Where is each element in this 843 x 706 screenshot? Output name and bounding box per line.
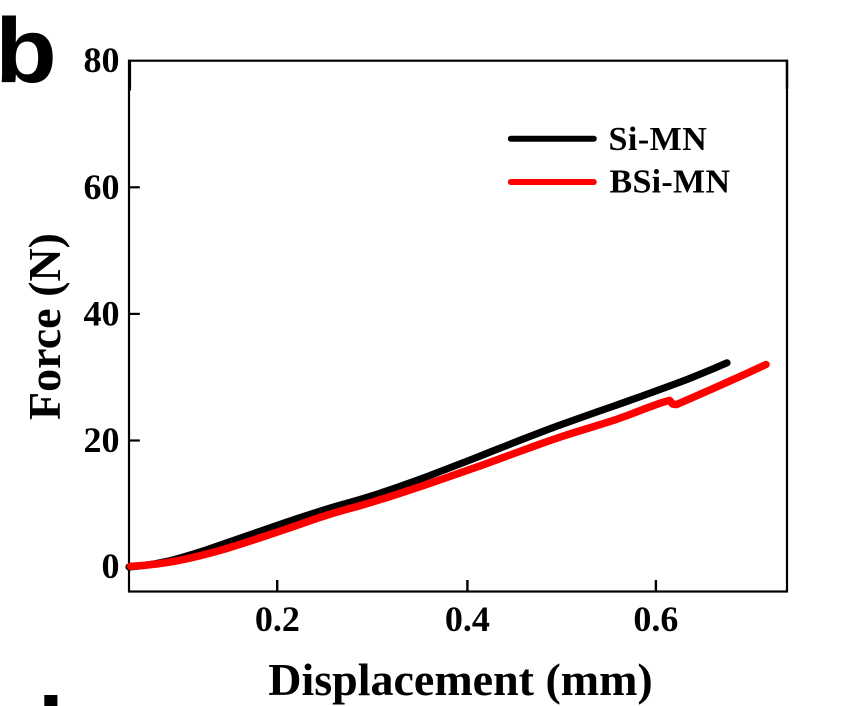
svg-text:Force (N): Force (N) [19,233,70,420]
svg-text:0.2: 0.2 [255,599,300,639]
svg-text:60: 60 [84,167,120,207]
svg-text:BSi-MN: BSi-MN [610,164,731,201]
svg-text:80: 80 [84,40,120,80]
svg-text:b: b [0,0,57,102]
svg-text:0: 0 [102,546,120,586]
svg-text:40: 40 [84,293,120,333]
svg-text:0.6: 0.6 [633,599,678,639]
svg-text:Si-MN: Si-MN [609,121,708,158]
svg-text:20: 20 [84,420,120,460]
svg-text:Displacement (mm): Displacement (mm) [268,654,653,705]
svg-text:0.4: 0.4 [445,599,490,639]
